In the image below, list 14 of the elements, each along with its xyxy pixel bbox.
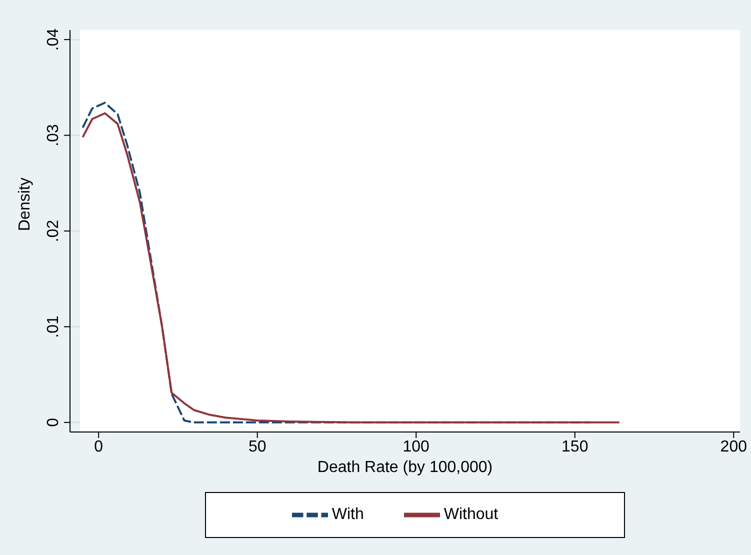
- x-tick-label: 200: [720, 438, 748, 456]
- x-tick-label: 0: [94, 438, 104, 456]
- x-tick-label: 150: [562, 438, 588, 456]
- x-tick-label: 100: [402, 438, 430, 456]
- x-tick-label: 50: [248, 438, 266, 456]
- x-axis-title: Death Rate (by 100,000): [317, 459, 493, 476]
- y-tick-label: .03: [45, 124, 62, 146]
- y-tick-label: .02: [45, 220, 62, 242]
- y-tick-label: .04: [45, 28, 62, 51]
- y-axis-title: Density: [16, 178, 34, 231]
- y-tick-label: 0: [45, 418, 62, 427]
- y-tick-label: .01: [45, 315, 62, 338]
- legend-label: With: [332, 506, 364, 524]
- legend-label: Without: [444, 506, 498, 524]
